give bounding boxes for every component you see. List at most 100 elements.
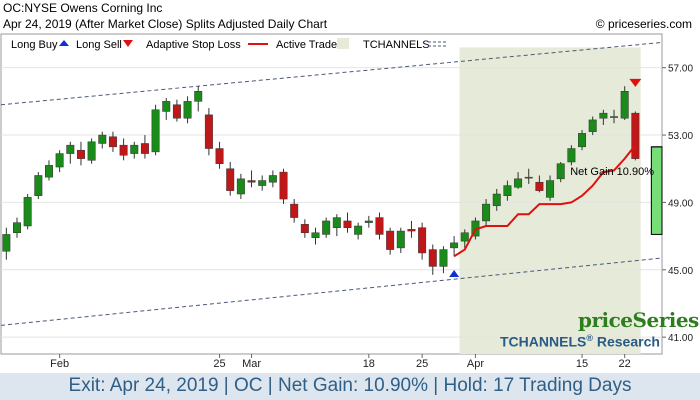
candle <box>151 104 160 156</box>
candle-body <box>535 181 544 191</box>
candle <box>258 175 267 191</box>
candle-body <box>599 112 608 119</box>
y-tick-label: 49.00 <box>668 198 693 209</box>
candle <box>386 227 395 255</box>
candle-body <box>13 222 21 233</box>
candle <box>130 141 139 159</box>
candle <box>407 220 416 238</box>
long-buy-marker <box>449 270 460 277</box>
candle <box>236 173 245 200</box>
candle <box>578 130 587 151</box>
candle-body <box>514 178 523 188</box>
candle-body <box>620 91 629 119</box>
candle <box>556 162 565 183</box>
candle <box>460 229 469 250</box>
candle-body <box>588 119 597 132</box>
candle <box>514 172 523 189</box>
candle <box>66 141 75 164</box>
candle-body <box>578 133 587 148</box>
candle <box>98 131 107 149</box>
candle-body <box>204 114 213 149</box>
candle-body <box>34 175 43 196</box>
candle <box>247 170 256 188</box>
adaptive-stop-loss-line <box>453 144 637 258</box>
x-tick-label: Mar <box>242 358 261 370</box>
candle <box>311 227 320 245</box>
candle <box>23 194 32 230</box>
candle <box>140 135 149 159</box>
candle-body <box>247 180 256 183</box>
price-chart: Net Gain 10.90% 41.00 45.00 49.00 53.00 57.0… <box>0 33 693 370</box>
gridlines <box>1 67 662 338</box>
candle-body <box>279 171 288 200</box>
candle-body <box>631 112 640 159</box>
candle-body <box>503 185 512 196</box>
brand-research-name: TCHANNELS <box>500 333 587 350</box>
candle-body <box>290 203 299 218</box>
x-axis: Feb 25 Mar 18 25 Apr 15 22 <box>50 354 631 370</box>
candle-body <box>364 220 373 223</box>
candle <box>439 246 448 274</box>
legend-tchannels-icon <box>428 41 446 47</box>
candle <box>322 217 331 238</box>
candle <box>76 141 85 166</box>
candle-body <box>428 249 437 267</box>
x-tick-label: 22 <box>619 358 631 370</box>
candle-body <box>567 148 576 163</box>
candle-body <box>236 178 245 195</box>
candle-body <box>130 144 139 154</box>
candle-body <box>418 227 427 254</box>
legend-long-buy-label: Long Buy <box>11 39 58 51</box>
net-gain-box <box>650 146 663 235</box>
candle-body <box>492 193 501 207</box>
candle <box>492 188 501 211</box>
candle <box>482 199 491 226</box>
candle-body <box>172 104 181 119</box>
candle <box>215 141 224 169</box>
candle <box>567 145 576 166</box>
brand-research-suffix: Research <box>596 333 660 350</box>
legend-tchannels-label: TCHANNELS <box>363 39 430 51</box>
chart-title: OC:NYSE Owens Corning Inc <box>3 1 163 15</box>
tchannels-research-logo: TCHANNELS® Research <box>500 333 660 350</box>
candle-body <box>23 197 32 227</box>
net-gain-label: Net Gain 10.90% <box>570 166 654 178</box>
legend-long-sell-label: Long Sell <box>76 39 122 51</box>
brand-registered-mark: ® <box>586 333 593 343</box>
x-tick-label: Feb <box>50 358 69 370</box>
x-tick-label: 15 <box>576 358 588 370</box>
priceseries-logo: priceSeries <box>578 308 699 332</box>
candle-body <box>44 165 53 178</box>
copyright[interactable]: © priceseries.com <box>595 17 692 31</box>
y-tick-label: 53.00 <box>668 131 693 142</box>
candle <box>535 175 544 193</box>
candle-body <box>343 220 352 228</box>
tchannel-lower <box>0 257 663 326</box>
candle <box>34 172 43 200</box>
candle <box>55 150 64 173</box>
candle-body <box>76 149 85 159</box>
x-tick-label: Apr <box>467 358 484 370</box>
legend-adaptive-stop-label: Adaptive Stop Loss <box>146 39 241 51</box>
candle <box>418 222 427 260</box>
candle-body <box>332 217 341 228</box>
candle <box>300 219 309 238</box>
candle <box>204 108 213 156</box>
candle <box>428 244 437 275</box>
candle <box>13 217 21 238</box>
candle-body <box>2 234 11 252</box>
candle <box>375 212 384 240</box>
candle <box>364 215 373 228</box>
candle <box>343 212 352 233</box>
candle-body <box>268 175 277 183</box>
candle <box>268 170 277 188</box>
candle <box>279 168 288 205</box>
candle <box>162 98 171 120</box>
candle-body <box>610 116 619 118</box>
candle-body <box>108 136 117 148</box>
candle-body <box>556 163 565 180</box>
candle-body <box>460 232 469 242</box>
candle <box>108 131 117 152</box>
candle-body <box>140 143 149 154</box>
legend-long-buy-icon <box>59 40 69 46</box>
